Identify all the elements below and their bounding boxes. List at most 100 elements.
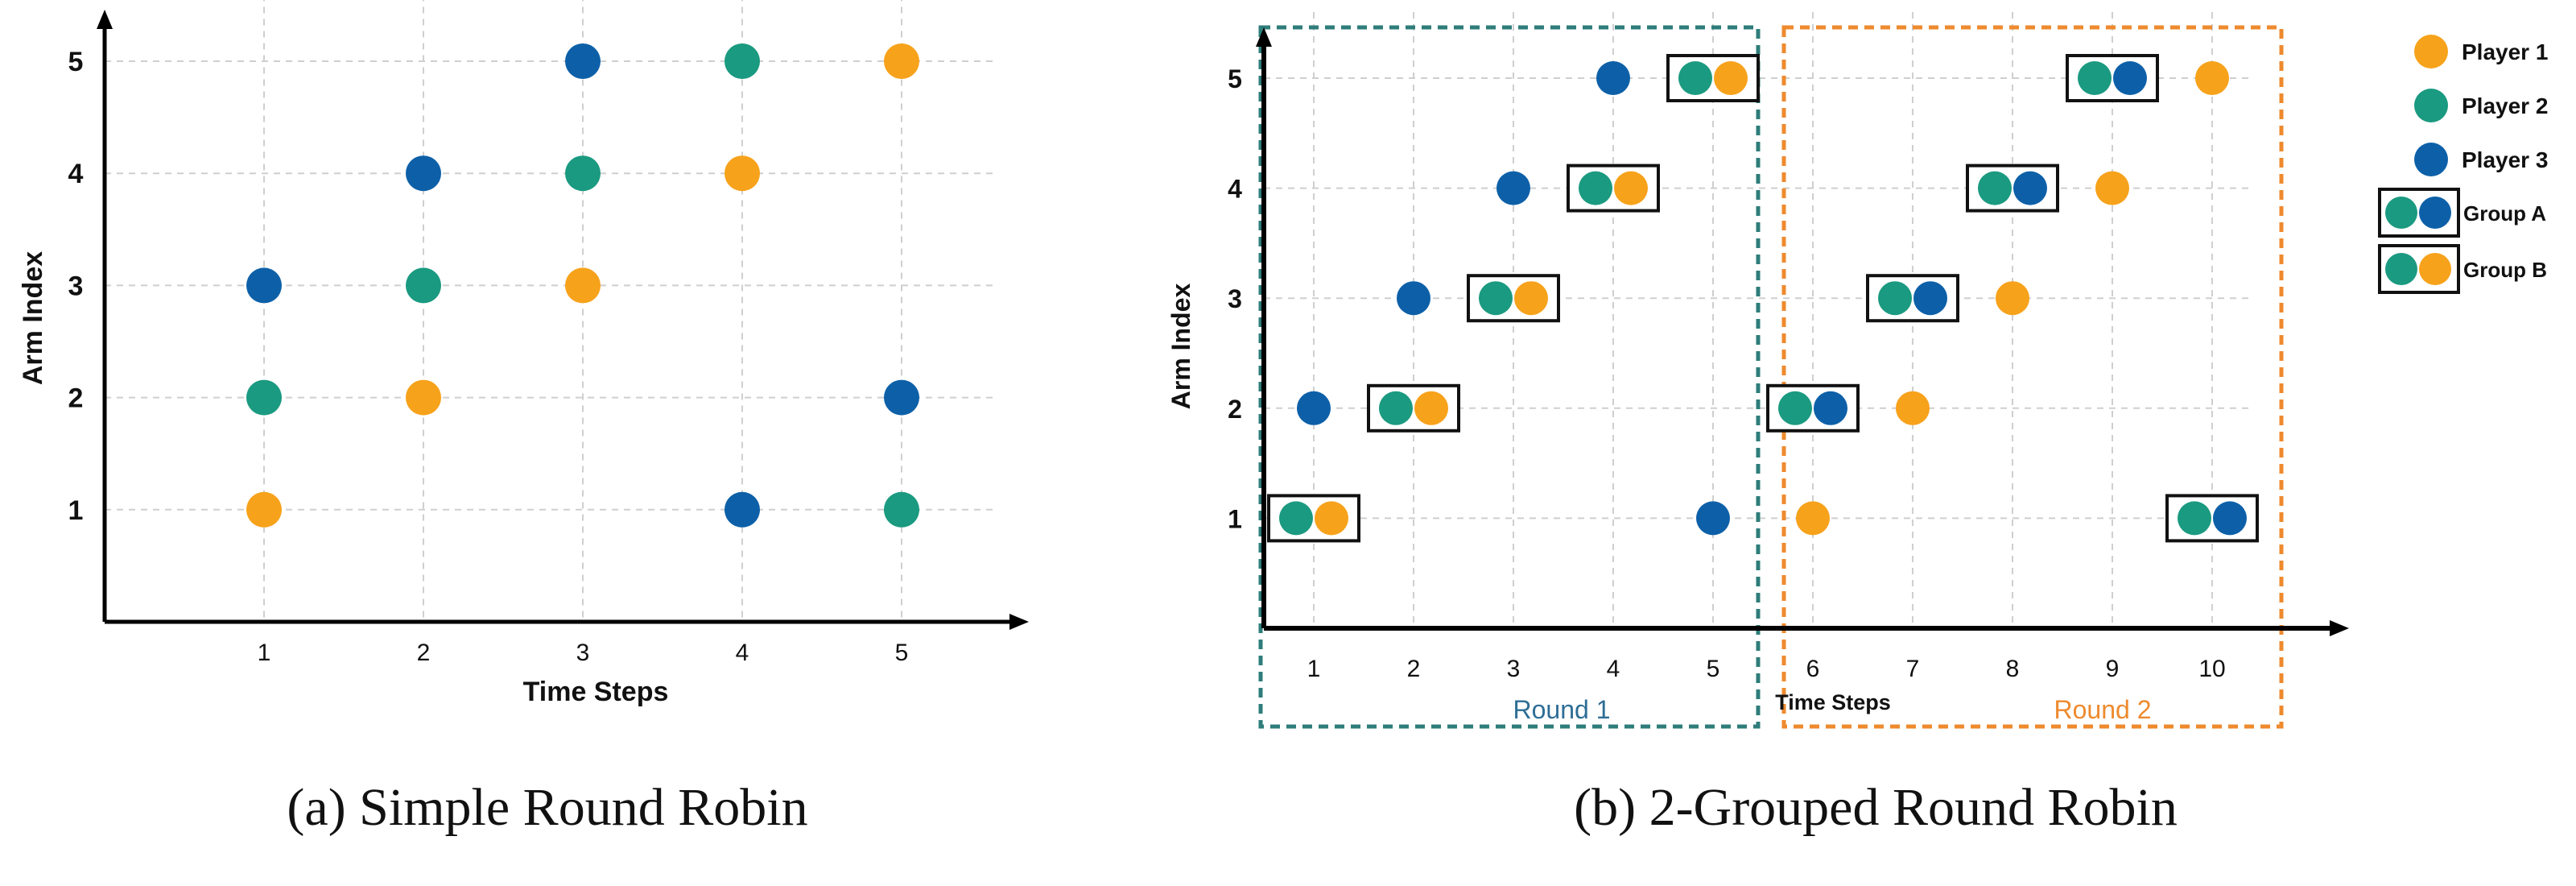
panel-a-point-player-2	[406, 267, 441, 304]
panel-a-point-player-1	[406, 379, 441, 416]
legend-item-player-2: Player 2	[2414, 89, 2548, 122]
round-2-label: Round 2	[2054, 695, 2152, 724]
panel-b-y-tick-label: 2	[1228, 395, 1242, 424]
panel-b-group-b-marker	[1367, 383, 1460, 433]
panel-b-caption: (b) 2-Grouped Round Robin	[1574, 778, 2178, 837]
panel-b-x-tick-label: 4	[1607, 656, 1620, 682]
legend-item-group-b: Group B	[2378, 244, 2547, 294]
panel-b-y-tick-label: 4	[1228, 175, 1242, 204]
panel-a-tick-labels: 1 2 3 4 5 1 2 3 4 5	[68, 47, 909, 666]
panel-a-point-player-3	[724, 491, 760, 528]
panel-a-y-axis-title: Arm Index	[18, 251, 48, 385]
panel-a-y-axis-arrow	[97, 10, 113, 29]
panel-a-point-player-1	[246, 491, 282, 528]
panel-b-y-axis-arrow	[1256, 27, 1272, 47]
panel-b-round-boxes	[1258, 25, 2284, 729]
panel-a-y-tick-label: 1	[68, 495, 84, 526]
panel-b-point-player-3	[1596, 61, 1630, 95]
legend-label: Group A	[2463, 201, 2546, 226]
panel-a-x-tick-label: 2	[417, 640, 431, 666]
panel-b-point-player-3	[1397, 281, 1430, 316]
panel-a-point-player-3	[884, 379, 919, 416]
panel-a-y-tick-label: 4	[68, 159, 84, 189]
panel-b-point-player-3	[1696, 501, 1730, 536]
legend-label: Player 1	[2462, 39, 2548, 64]
group-left-dot	[1579, 171, 1612, 205]
panel-b-x-axis-arrow	[2330, 620, 2349, 636]
group-right-dot	[1414, 391, 1448, 425]
panel-b-y-tick-label: 3	[1228, 284, 1242, 313]
group-left-dot	[1479, 281, 1513, 316]
group-right-dot	[1814, 391, 1847, 425]
panel-a-simple-round-robin: 1 2 3 4 5 1 2 3 4 5 Time Steps Arm Index (a) Simp…	[18, 0, 1029, 837]
panel-b-group-a-marker	[2066, 54, 2159, 102]
panel-a-x-tick-label: 3	[576, 640, 590, 666]
group-right-dot	[1315, 501, 1348, 536]
panel-b-point-player-1	[2195, 61, 2229, 95]
panel-b-x-tick-label: 1	[1307, 656, 1321, 682]
legend-item-player-3: Player 3	[2414, 143, 2548, 176]
group-left-dot	[1279, 501, 1313, 536]
panel-a-point-player-2	[246, 379, 282, 416]
panel-b-single-points	[1297, 61, 2229, 536]
panel-a-point-player-2	[724, 43, 760, 79]
legend-marker	[2414, 143, 2448, 176]
legend-label: Player 2	[2462, 93, 2548, 118]
panel-b-group-markers	[1267, 54, 2259, 543]
group-right-dot	[1514, 281, 1548, 316]
legend-item-group-a: Group A	[2378, 188, 2546, 238]
panel-b-y-tick-label: 1	[1228, 504, 1242, 533]
panel-a-point-player-2	[884, 491, 919, 528]
panel-b-group-a-marker	[1766, 383, 1860, 433]
group-right-dot	[2213, 501, 2247, 536]
legend-marker-right	[2419, 253, 2451, 285]
panel-b-group-a-marker	[1866, 274, 1959, 323]
panel-a-caption: (a) Simple Round Robin	[287, 778, 807, 837]
panel-a-point-player-1	[724, 155, 760, 192]
panel-a-point-player-3	[246, 267, 282, 304]
panel-b-x-tick-label: 8	[2006, 656, 2020, 682]
legend-marker	[2414, 89, 2448, 122]
group-left-dot	[1379, 391, 1413, 425]
panel-b-x-tick-label: 3	[1507, 656, 1521, 682]
legend-label: Group B	[2463, 258, 2547, 282]
legend-marker-left	[2385, 253, 2417, 285]
group-left-dot	[2178, 501, 2211, 536]
group-right-dot	[1714, 61, 1748, 95]
group-left-dot	[1978, 171, 2012, 205]
panel-b-group-a-marker	[2165, 494, 2259, 543]
group-left-dot	[1778, 391, 1812, 425]
panel-a-y-tick-label: 5	[68, 47, 84, 77]
panel-a-point-player-3	[406, 155, 441, 192]
legend-marker-right	[2419, 197, 2451, 229]
panel-b-x-tick-label: 6	[1806, 656, 1820, 682]
panel-b-y-tick-label: 5	[1228, 64, 1242, 93]
panel-a-x-axis-title: Time Steps	[523, 677, 669, 707]
panel-b-point-player-1	[2095, 171, 2129, 205]
legend-item-player-1: Player 1	[2414, 35, 2548, 68]
panel-b-grouped-round-robin: 1 2 3 4 5 6 7 8 9 10 1 2 3 4 5 Time Steps Arm Index Ro…	[1166, 12, 2548, 837]
panel-b-x-tick-label: 7	[1906, 656, 1920, 682]
panel-b-group-b-marker	[1267, 494, 1360, 543]
panel-a-point-player-1	[565, 267, 601, 304]
group-right-dot	[1614, 171, 1648, 205]
legend-label: Player 3	[2462, 147, 2548, 172]
legend-marker	[2414, 35, 2448, 68]
panel-b-point-player-3	[1496, 171, 1530, 205]
group-right-dot	[2013, 171, 2047, 205]
panel-b-x-tick-label: 2	[1407, 656, 1421, 682]
panel-b-tick-labels: 1 2 3 4 5 6 7 8 9 10 1 2 3 4 5	[1228, 64, 2226, 682]
panel-b-group-b-marker	[1666, 54, 1760, 102]
panel-b-point-player-1	[1896, 391, 1930, 425]
group-left-dot	[2078, 61, 2112, 95]
panel-a-x-tick-label: 1	[258, 640, 271, 666]
group-left-dot	[1678, 61, 1712, 95]
panel-b-group-b-marker	[1567, 164, 1660, 213]
legend-marker-left	[2385, 197, 2417, 229]
panel-a-point-player-1	[884, 43, 919, 79]
panel-b-group-a-marker	[1966, 164, 2059, 213]
panel-a-grid	[105, 0, 997, 622]
panel-a-point-player-2	[565, 155, 601, 192]
panel-b-x-tick-label: 10	[2198, 656, 2225, 682]
